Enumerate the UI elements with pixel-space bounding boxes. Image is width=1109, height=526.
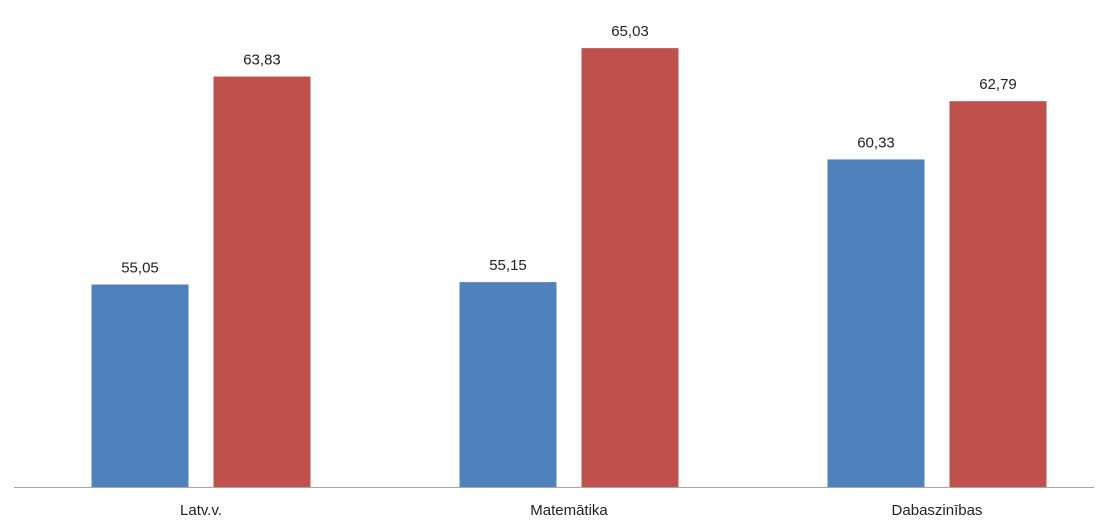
- bar-0-1: [213, 76, 311, 487]
- data-label-2-0: 60,33: [857, 134, 895, 151]
- bar-2-0: [827, 159, 925, 487]
- category-label-2: Dabaszinības: [892, 502, 983, 519]
- value-labels-layer: 55,05 63,83 55,15 65,03 60,33 62,79: [121, 23, 1017, 276]
- data-label-0-0: 55,05: [121, 260, 159, 277]
- bar-1-0: [459, 282, 557, 487]
- category-labels-layer: Latv.v. Matemātika Dabaszinības: [180, 502, 982, 519]
- category-label-1: Matemātika: [530, 502, 608, 519]
- bar-0-0: [91, 284, 189, 487]
- data-label-2-1: 62,79: [979, 76, 1017, 93]
- bar-2-1: [949, 101, 1047, 488]
- category-label-0: Latv.v.: [180, 502, 222, 519]
- data-label-1-1: 65,03: [611, 23, 649, 40]
- bar-1-1: [581, 48, 679, 487]
- bars-layer: [91, 48, 1047, 488]
- data-label-0-1: 63,83: [243, 52, 281, 69]
- data-label-1-0: 55,15: [489, 257, 527, 274]
